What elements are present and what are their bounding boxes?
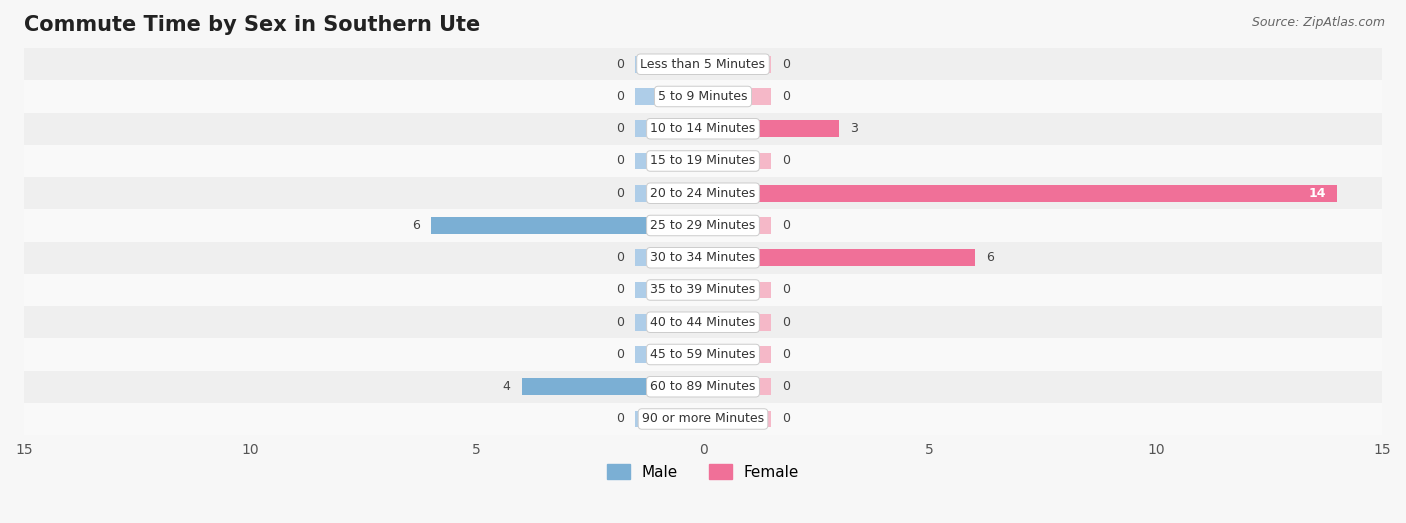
Text: 0: 0: [616, 187, 624, 200]
Text: 0: 0: [616, 58, 624, 71]
Text: 0: 0: [782, 90, 790, 103]
Bar: [24, 209, 1382, 242]
Text: 0: 0: [616, 283, 624, 297]
Bar: [24, 145, 1382, 177]
Bar: [24, 403, 1382, 435]
Text: 15 to 19 Minutes: 15 to 19 Minutes: [651, 154, 755, 167]
Text: 35 to 39 Minutes: 35 to 39 Minutes: [651, 283, 755, 297]
Text: 0: 0: [782, 348, 790, 361]
Bar: [636, 281, 703, 299]
Text: Less than 5 Minutes: Less than 5 Minutes: [641, 58, 765, 71]
Text: 14: 14: [1308, 187, 1326, 200]
Text: Commute Time by Sex in Southern Ute: Commute Time by Sex in Southern Ute: [24, 15, 479, 35]
Text: 0: 0: [782, 413, 790, 426]
Text: 20 to 24 Minutes: 20 to 24 Minutes: [651, 187, 755, 200]
Bar: [703, 346, 770, 363]
Bar: [24, 274, 1382, 306]
Text: 0: 0: [616, 316, 624, 329]
Bar: [24, 177, 1382, 209]
Bar: [24, 371, 1382, 403]
Bar: [703, 281, 770, 299]
Bar: [24, 112, 1382, 145]
Text: 3: 3: [851, 122, 858, 135]
Bar: [636, 185, 703, 202]
Bar: [703, 314, 770, 331]
Text: 0: 0: [616, 90, 624, 103]
Text: 6: 6: [412, 219, 420, 232]
Bar: [703, 249, 974, 266]
Text: 0: 0: [782, 154, 790, 167]
Legend: Male, Female: Male, Female: [600, 458, 806, 486]
Text: 25 to 29 Minutes: 25 to 29 Minutes: [651, 219, 755, 232]
Text: 0: 0: [616, 348, 624, 361]
Bar: [636, 411, 703, 427]
Bar: [636, 88, 703, 105]
Text: 0: 0: [616, 122, 624, 135]
Text: 0: 0: [616, 413, 624, 426]
Text: 90 or more Minutes: 90 or more Minutes: [643, 413, 763, 426]
Bar: [24, 48, 1382, 81]
Bar: [24, 242, 1382, 274]
Bar: [24, 81, 1382, 112]
Text: 40 to 44 Minutes: 40 to 44 Minutes: [651, 316, 755, 329]
Text: 45 to 59 Minutes: 45 to 59 Minutes: [651, 348, 755, 361]
Bar: [703, 88, 770, 105]
Bar: [703, 185, 1337, 202]
Text: Source: ZipAtlas.com: Source: ZipAtlas.com: [1251, 16, 1385, 29]
Bar: [636, 346, 703, 363]
Text: 60 to 89 Minutes: 60 to 89 Minutes: [651, 380, 755, 393]
Bar: [703, 411, 770, 427]
Text: 10 to 14 Minutes: 10 to 14 Minutes: [651, 122, 755, 135]
Text: 0: 0: [782, 58, 790, 71]
Bar: [24, 306, 1382, 338]
Text: 4: 4: [503, 380, 510, 393]
Text: 0: 0: [616, 251, 624, 264]
Bar: [636, 314, 703, 331]
Bar: [703, 120, 839, 137]
Bar: [703, 217, 770, 234]
Bar: [522, 378, 703, 395]
Bar: [703, 378, 770, 395]
Bar: [432, 217, 703, 234]
Text: 0: 0: [782, 283, 790, 297]
Text: 0: 0: [782, 380, 790, 393]
Bar: [703, 153, 770, 169]
Bar: [24, 338, 1382, 371]
Text: 6: 6: [986, 251, 994, 264]
Text: 5 to 9 Minutes: 5 to 9 Minutes: [658, 90, 748, 103]
Bar: [636, 56, 703, 73]
Text: 0: 0: [616, 154, 624, 167]
Bar: [636, 120, 703, 137]
Bar: [636, 249, 703, 266]
Text: 0: 0: [782, 219, 790, 232]
Bar: [703, 56, 770, 73]
Bar: [636, 153, 703, 169]
Text: 0: 0: [782, 316, 790, 329]
Text: 30 to 34 Minutes: 30 to 34 Minutes: [651, 251, 755, 264]
